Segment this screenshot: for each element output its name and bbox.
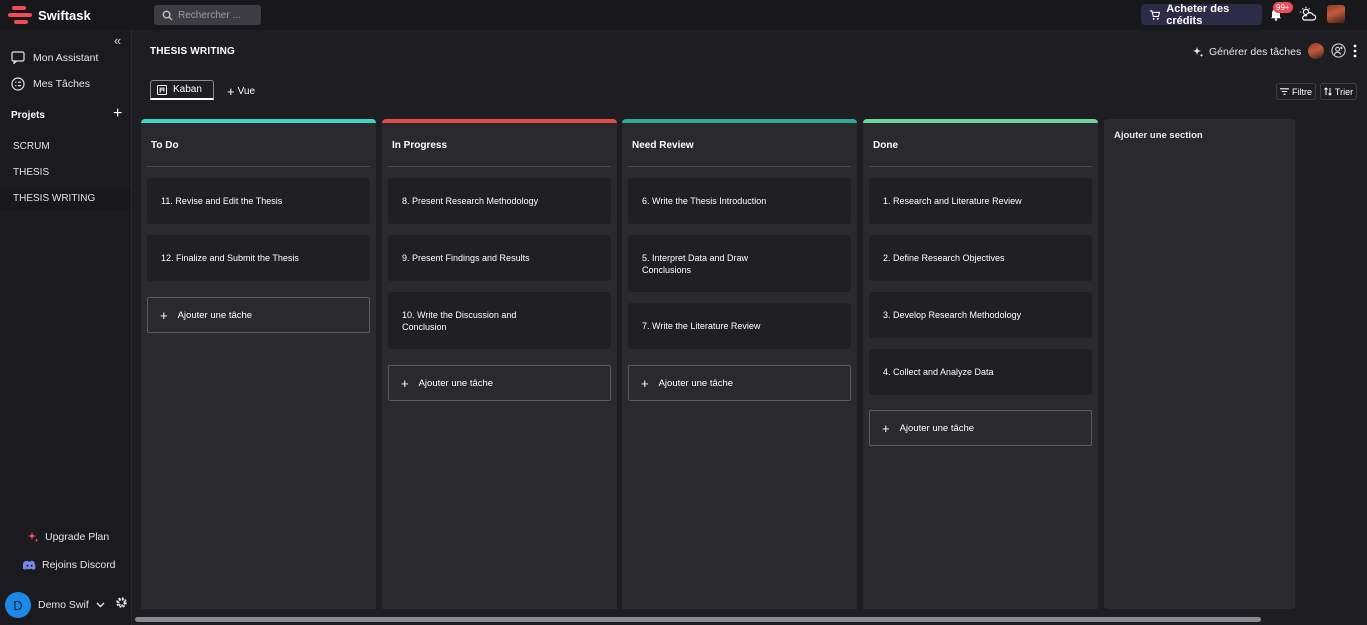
task-card[interactable]: 12. Finalize and Submit the Thesis <box>147 235 370 281</box>
add-task-button[interactable]: + Ajouter une tâche <box>388 365 611 401</box>
app-logo[interactable]: Swiftask <box>8 6 91 24</box>
column-divider <box>628 166 851 167</box>
column-to-do: To Do 11. Revise and Edit the Thesis 12.… <box>141 119 376 609</box>
cart-icon <box>1149 9 1161 20</box>
tab-label: Kaban <box>173 84 202 95</box>
tab-kaban[interactable]: Kaban <box>150 80 214 100</box>
sidebar: « Mon Assistant Mes Tâches Projets + SCR… <box>0 30 132 625</box>
column-title: In Progress <box>392 140 448 151</box>
column-divider <box>147 166 370 167</box>
column-divider <box>388 166 611 167</box>
app-name: Swiftask <box>38 7 91 23</box>
add-section-column[interactable]: Ajouter une section <box>1104 119 1295 609</box>
chevron-down-icon[interactable] <box>96 602 105 608</box>
chat-icon <box>11 51 25 64</box>
tasks-icon <box>11 77 25 91</box>
task-card[interactable]: 9. Present Findings and Results <box>388 235 611 281</box>
upgrade-plan-label: Upgrade Plan <box>45 531 110 543</box>
task-card[interactable]: 5. Interpret Data and Draw Conclusions <box>628 235 851 292</box>
task-card[interactable]: 1. Research and Literature Review <box>869 178 1092 224</box>
tab-label: Vue <box>237 86 256 97</box>
user-menu[interactable]: D Demo Swif <box>5 592 105 618</box>
discord-label: Rejoins Discord <box>42 559 116 571</box>
add-task-button[interactable]: + Ajouter une tâche <box>628 365 851 401</box>
nav-mes-taches[interactable]: Mes Tâches <box>11 77 90 91</box>
add-task-button[interactable]: + Ajouter une tâche <box>147 297 370 333</box>
task-card[interactable]: 8. Present Research Methodology <box>388 178 611 224</box>
search-icon <box>162 10 173 21</box>
column-title: Need Review <box>632 140 694 151</box>
plus-icon: + <box>882 420 890 436</box>
upgrade-plan-link[interactable]: Upgrade Plan <box>27 531 109 543</box>
more-options-icon[interactable] <box>1353 44 1357 58</box>
member-avatar[interactable] <box>1308 43 1324 59</box>
add-task-label: Ajouter une tâche <box>658 377 734 389</box>
nav-mon-assistant[interactable]: Mon Assistant <box>11 51 98 64</box>
generate-tasks-label: Générer des tâches <box>1209 46 1302 58</box>
plus-icon: + <box>160 307 168 323</box>
top-bar: Swiftask Acheter des crédits 99+ <box>0 0 1367 30</box>
sort-button[interactable]: Trier <box>1320 83 1357 100</box>
column-need-review: Need Review 6. Write the Thesis Introduc… <box>622 119 857 609</box>
task-card[interactable]: 7. Write the Literature Review <box>628 303 851 349</box>
nav-label: Mon Assistant <box>33 51 99 64</box>
filter-label: Filtre <box>1292 86 1312 97</box>
task-card[interactable]: 2. Define Research Objectives <box>869 235 1092 281</box>
filter-icon <box>1280 88 1289 95</box>
collapse-sidebar-icon[interactable]: « <box>114 33 122 48</box>
user-avatar[interactable]: D <box>5 592 31 618</box>
discord-link[interactable]: Rejoins Discord <box>23 559 116 571</box>
add-section-label[interactable]: Ajouter une section <box>1114 130 1203 141</box>
nav-label: Mes Tâches <box>33 78 90 90</box>
column-color-bar <box>382 119 617 123</box>
page-title: THESIS WRITING <box>150 46 236 57</box>
filter-button[interactable]: Filtre <box>1276 83 1316 100</box>
column-title: To Do <box>151 140 179 151</box>
column-color-bar <box>622 119 857 123</box>
column-done: Done 1. Research and Literature Review 2… <box>863 119 1098 609</box>
weather-icon[interactable] <box>1299 6 1317 22</box>
search-box[interactable] <box>154 5 261 25</box>
project-item-scrum[interactable]: SCRUM <box>13 141 50 152</box>
buy-credits-button[interactable]: Acheter des crédits <box>1141 2 1262 27</box>
plus-icon: + <box>401 375 409 391</box>
tab-add-view[interactable]: + Vue <box>227 84 255 99</box>
buy-credits-label: Acheter des crédits <box>1166 2 1230 27</box>
task-card[interactable]: 10. Write the Discussion and Conclusion <box>388 292 611 349</box>
add-task-label: Ajouter une tâche <box>177 309 253 321</box>
search-input[interactable] <box>178 9 256 21</box>
project-item-thesis-writing[interactable]: THESIS WRITING <box>0 188 131 210</box>
add-task-label: Ajouter une tâche <box>418 377 494 389</box>
sparkle-icon <box>28 532 39 543</box>
profile-avatar[interactable] <box>1327 5 1345 23</box>
add-task-button[interactable]: + Ajouter une tâche <box>869 410 1092 446</box>
kanban-icon <box>157 84 167 95</box>
plus-icon: + <box>227 84 235 99</box>
column-divider <box>869 166 1092 167</box>
column-in-progress: In Progress 8. Present Research Methodol… <box>382 119 617 609</box>
notification-badge: 99+ <box>1273 2 1293 13</box>
scrollbar-thumb[interactable] <box>135 617 1261 622</box>
generate-tasks-button[interactable]: Générer des tâches <box>1192 46 1301 58</box>
column-color-bar <box>141 119 376 123</box>
task-card[interactable]: 6. Write the Thesis Introduction <box>628 178 851 224</box>
discord-icon <box>23 560 36 570</box>
column-title: Done <box>873 140 898 151</box>
sparkle-icon <box>1193 47 1204 58</box>
task-card[interactable]: 3. Develop Research Methodology <box>869 292 1092 338</box>
plus-icon: + <box>641 375 649 391</box>
gear-icon[interactable] <box>115 596 128 609</box>
user-name: Demo Swif <box>38 599 89 611</box>
column-color-bar <box>863 119 1098 123</box>
add-member-icon[interactable] <box>1331 43 1346 58</box>
task-card[interactable]: 11. Revise and Edit the Thesis <box>147 178 370 224</box>
project-item-thesis[interactable]: THESIS <box>13 167 50 178</box>
task-card[interactable]: 4. Collect and Analyze Data <box>869 349 1092 395</box>
sort-icon <box>1324 87 1332 96</box>
sort-label: Trier <box>1334 86 1354 97</box>
add-task-label: Ajouter une tâche <box>899 422 975 434</box>
swiftask-logo-icon <box>8 6 32 24</box>
add-project-icon[interactable]: + <box>113 105 123 122</box>
projects-heading: Projets <box>11 110 45 121</box>
